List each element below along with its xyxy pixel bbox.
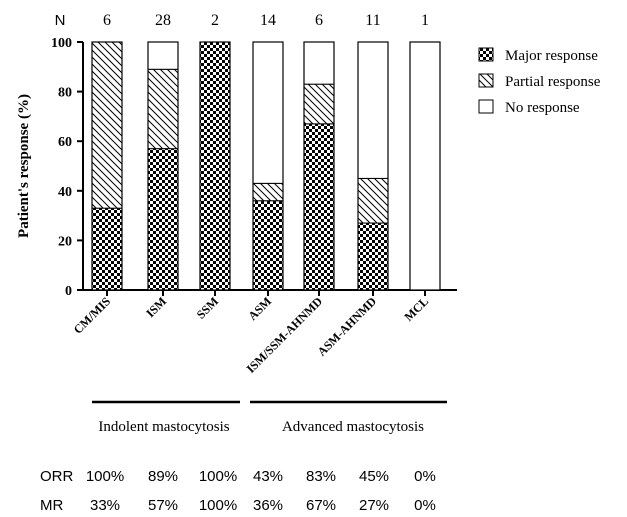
bar-segment-checker <box>303 123 335 291</box>
bar-segment-checker <box>252 200 284 291</box>
y-tick-label: 20 <box>58 234 72 249</box>
legend-label-partial: Partial response <box>505 74 601 90</box>
bar-segment-none <box>409 41 441 291</box>
group-label-advanced: Advanced mastocytosis <box>282 419 424 435</box>
y-ticks: 0 20 40 60 80 100 <box>51 36 83 299</box>
table-cell: 36% <box>253 497 283 514</box>
x-tick-label: ISM <box>143 294 169 320</box>
n-value: 1 <box>421 12 429 29</box>
table-cell: 27% <box>359 497 389 514</box>
table-row-label: ORR <box>40 468 74 485</box>
bar-segment-checker <box>147 148 179 291</box>
table-cell: 0% <box>414 468 436 485</box>
table-cell: 100% <box>86 468 124 485</box>
table-cell: 89% <box>148 468 178 485</box>
legend: Major response Partial response No respo… <box>478 47 601 116</box>
table-cell: 0% <box>414 497 436 514</box>
n-label: N <box>55 12 66 29</box>
y-tick-label: 40 <box>58 185 72 200</box>
x-tick-label: SSM <box>194 294 221 321</box>
group-label-indolent: Indolent mastocytosis <box>98 419 229 435</box>
bar-segment-hatch <box>91 41 123 209</box>
y-tick-label: 100 <box>51 36 72 51</box>
y-tick-label: 0 <box>65 284 72 299</box>
bar-segment-none <box>303 41 335 85</box>
table-cell: 33% <box>90 497 120 514</box>
bar-segment-none <box>252 41 284 184</box>
x-tick-label: ASM <box>245 294 274 323</box>
bar-segment-none <box>357 41 389 179</box>
bar-segment-checker <box>357 222 389 291</box>
bar-segment-checker <box>91 207 123 291</box>
table-cell: 100% <box>199 468 237 485</box>
response-table: ORR 100% 89% 100% 43% 83% 45% 0% MR 33% 57% 100% 36%… <box>40 468 436 514</box>
table-cell: 45% <box>359 468 389 485</box>
bar-segment-checker <box>199 41 231 291</box>
table-cell: 83% <box>306 468 336 485</box>
n-value: 11 <box>365 12 380 29</box>
legend-label-none: No response <box>505 100 580 116</box>
n-value: 6 <box>315 12 323 29</box>
table-cell: 43% <box>253 468 283 485</box>
n-value: 14 <box>260 12 276 29</box>
y-tick-label: 80 <box>58 86 72 101</box>
bar-segment-hatch <box>147 68 179 150</box>
x-tick-label: MCL <box>401 294 431 324</box>
legend-swatch-major <box>478 47 494 62</box>
n-value: 2 <box>211 12 219 29</box>
legend-swatch-partial <box>478 73 494 88</box>
bar-segment-hatch <box>303 83 335 125</box>
y-tick-label: 60 <box>58 135 72 150</box>
n-value: 28 <box>155 12 171 29</box>
bar-segment-none <box>147 41 179 70</box>
table-cell: 67% <box>306 497 336 514</box>
legend-label-major: Major response <box>505 48 598 64</box>
table-row-label: MR <box>40 497 63 514</box>
bar-segment-hatch <box>252 182 284 202</box>
n-values: 6 28 2 14 6 11 1 <box>103 12 429 29</box>
bar-segment-hatch <box>357 177 389 224</box>
legend-swatch-none <box>478 99 494 114</box>
x-tick-label: CM/MIS <box>71 294 114 337</box>
n-value: 6 <box>103 12 111 29</box>
table-cell: 100% <box>199 497 237 514</box>
table-cell: 57% <box>148 497 178 514</box>
y-axis-label: Patient's response (%) <box>16 94 32 238</box>
bars <box>91 41 441 296</box>
